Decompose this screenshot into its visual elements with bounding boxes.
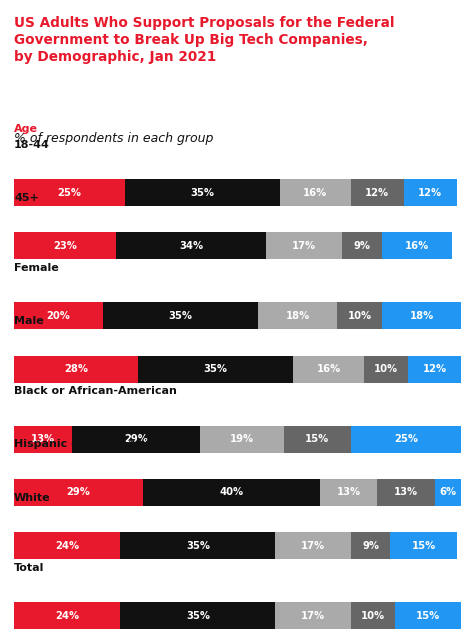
Text: US Adults Who Support Proposals for the Federal
Government to Break Up Big Tech : US Adults Who Support Proposals for the … (14, 16, 395, 64)
Bar (14, 179, 125, 206)
Text: 18%: 18% (285, 311, 309, 321)
Text: Hispanic or Latino/Latina: Hispanic or Latino/Latina (14, 439, 170, 449)
Bar (14, 479, 143, 506)
Text: 13%: 13% (394, 487, 418, 498)
Text: Total: Total (14, 562, 44, 573)
Text: % of respondents in each group: % of respondents in each group (14, 132, 213, 144)
Bar (435, 479, 461, 506)
Text: 17%: 17% (292, 241, 316, 251)
Text: Total: Total (14, 547, 44, 557)
Bar (395, 602, 461, 629)
Bar (320, 479, 377, 506)
Bar (404, 179, 457, 206)
Text: 15%: 15% (305, 434, 330, 444)
Text: 15%: 15% (412, 541, 436, 551)
Bar (337, 302, 382, 329)
Text: 13%: 13% (336, 487, 360, 498)
Text: 18-44: 18-44 (14, 139, 50, 150)
Text: 10%: 10% (361, 611, 385, 621)
Text: Black or African-American: Black or African-American (14, 386, 177, 396)
Text: Gender: Gender (14, 247, 59, 257)
Text: 16%: 16% (317, 364, 341, 374)
Text: 45+: 45+ (14, 193, 39, 203)
Bar (121, 602, 276, 629)
Bar (350, 602, 395, 629)
Text: Female: Female (14, 263, 59, 273)
Text: 29%: 29% (66, 487, 90, 498)
Bar (350, 532, 390, 559)
Text: 24%: 24% (55, 611, 79, 621)
Text: 10%: 10% (348, 311, 372, 321)
Bar (14, 426, 72, 453)
Text: 20%: 20% (47, 311, 70, 321)
Text: 34%: 34% (179, 241, 203, 251)
Text: 35%: 35% (186, 541, 210, 551)
Bar (390, 532, 457, 559)
Text: 17%: 17% (301, 611, 325, 621)
Bar (276, 602, 350, 629)
Text: 15%: 15% (416, 611, 440, 621)
Text: Race/ethnicity: Race/ethnicity (14, 370, 104, 381)
Text: 6%: 6% (439, 487, 456, 498)
Text: 13%: 13% (31, 434, 55, 444)
Text: 23%: 23% (53, 241, 77, 251)
Text: 35%: 35% (186, 611, 210, 621)
Bar (258, 302, 337, 329)
Bar (200, 426, 284, 453)
Text: 12%: 12% (418, 187, 442, 198)
Bar (382, 302, 461, 329)
Text: 9%: 9% (362, 541, 379, 551)
Bar (143, 479, 320, 506)
Text: 12%: 12% (422, 364, 447, 374)
Bar (342, 232, 382, 259)
Bar (280, 179, 350, 206)
Text: White: White (14, 492, 51, 503)
Text: 25%: 25% (57, 187, 81, 198)
Text: 40%: 40% (219, 487, 243, 498)
Text: 28%: 28% (64, 364, 88, 374)
Text: 29%: 29% (124, 434, 148, 444)
Text: 35%: 35% (190, 187, 214, 198)
Bar (121, 532, 276, 559)
Bar (377, 479, 435, 506)
Bar (267, 232, 342, 259)
Bar (116, 232, 267, 259)
Bar (350, 426, 461, 453)
Bar (350, 179, 404, 206)
Text: Male: Male (14, 316, 44, 326)
Bar (14, 532, 121, 559)
Bar (14, 232, 116, 259)
Bar (125, 179, 280, 206)
Text: 35%: 35% (203, 364, 227, 374)
Bar (364, 356, 408, 383)
Bar (103, 302, 258, 329)
Text: 35%: 35% (168, 311, 192, 321)
Text: 9%: 9% (353, 241, 370, 251)
Bar (293, 356, 364, 383)
Bar (138, 356, 293, 383)
Text: 10%: 10% (374, 364, 398, 374)
Text: 16%: 16% (303, 187, 327, 198)
Text: 24%: 24% (55, 541, 79, 551)
Bar (72, 426, 200, 453)
Text: 12%: 12% (365, 187, 389, 198)
Text: 16%: 16% (405, 241, 429, 251)
Text: 19%: 19% (230, 434, 254, 444)
Bar (14, 602, 121, 629)
Bar (14, 302, 103, 329)
Bar (14, 356, 138, 383)
Bar (382, 232, 453, 259)
Text: 17%: 17% (301, 541, 325, 551)
Text: 25%: 25% (394, 434, 418, 444)
Text: Age: Age (14, 124, 38, 134)
Bar (276, 532, 350, 559)
Bar (284, 426, 350, 453)
Bar (408, 356, 461, 383)
Text: 18%: 18% (409, 311, 434, 321)
